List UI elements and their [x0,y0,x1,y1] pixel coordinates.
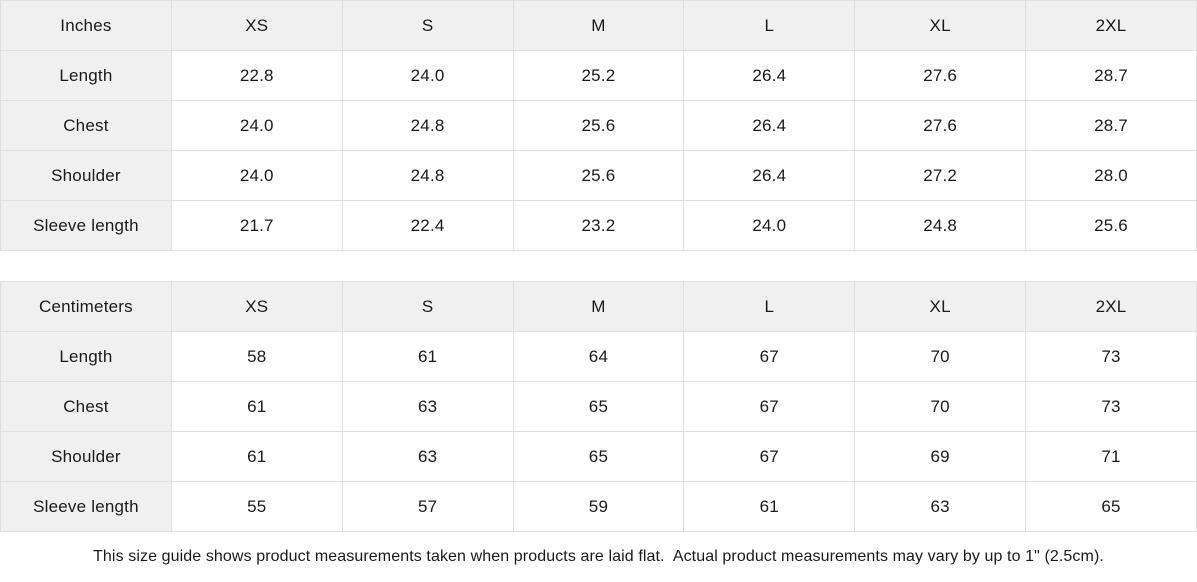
measurement-value-cell: 27.6 [854,50,1027,101]
size-header-cell: L [683,0,856,51]
measurement-value-cell: 22.8 [170,50,343,101]
measurement-value-cell: 27.2 [854,150,1027,201]
measurement-label-cell: Chest [0,381,172,432]
table-row: Sleeve length 55 57 59 61 63 65 [0,481,1197,532]
measurement-label-cell: Length [0,331,172,382]
size-header-cell: M [512,281,685,332]
measurement-label-cell: Sleeve length [0,481,172,532]
measurement-value-cell: 61 [341,331,514,382]
size-header-cell: 2XL [1025,0,1197,51]
measurement-value-cell: 59 [512,481,685,532]
unit-header-cell: Centimeters [0,281,172,332]
measurement-value-cell: 71 [1025,431,1197,482]
measurement-value-cell: 24.0 [170,100,343,151]
measurement-value-cell: 26.4 [683,50,856,101]
measurement-value-cell: 25.6 [1025,200,1197,251]
measurement-value-cell: 55 [170,481,343,532]
measurement-value-cell: 63 [341,431,514,482]
measurement-value-cell: 73 [1025,331,1197,382]
measurement-value-cell: 24.0 [170,150,343,201]
measurement-value-cell: 64 [512,331,685,382]
measurement-value-cell: 24.8 [854,200,1027,251]
unit-header-cell: Inches [0,0,172,51]
measurement-value-cell: 28.7 [1025,50,1197,101]
size-table-centimeters: Centimeters XS S M L XL 2XL Length 58 61… [0,281,1197,532]
size-header-cell: S [341,0,514,51]
measurement-label-cell: Shoulder [0,150,172,201]
measurement-value-cell: 61 [170,431,343,482]
measurement-value-cell: 26.4 [683,100,856,151]
measurement-value-cell: 57 [341,481,514,532]
table-row: Shoulder 24.0 24.8 25.6 26.4 27.2 28.0 [0,150,1197,201]
measurement-value-cell: 70 [854,381,1027,432]
measurement-value-cell: 65 [512,431,685,482]
table-row: Chest 24.0 24.8 25.6 26.4 27.6 28.7 [0,100,1197,151]
measurement-value-cell: 61 [170,381,343,432]
measurement-value-cell: 24.0 [341,50,514,101]
measurement-value-cell: 24.0 [683,200,856,251]
measurement-value-cell: 22.4 [341,200,514,251]
table-row: Chest 61 63 65 67 70 73 [0,381,1197,432]
measurement-value-cell: 67 [683,431,856,482]
table-header-row: Centimeters XS S M L XL 2XL [0,281,1197,332]
size-header-cell: M [512,0,685,51]
size-header-cell: XS [170,281,343,332]
measurement-value-cell: 67 [683,331,856,382]
size-header-cell: XL [854,0,1027,51]
measurement-value-cell: 25.6 [512,100,685,151]
measurement-value-cell: 63 [341,381,514,432]
measurement-value-cell: 61 [683,481,856,532]
measurement-value-cell: 25.6 [512,150,685,201]
size-header-cell: XS [170,0,343,51]
size-guide-note: This size guide shows product measuremen… [93,548,1104,565]
measurement-label-cell: Shoulder [0,431,172,482]
size-header-cell: XL [854,281,1027,332]
measurement-value-cell: 63 [854,481,1027,532]
table-gap-spacer [0,251,1197,281]
measurement-value-cell: 69 [854,431,1027,482]
measurement-value-cell: 25.2 [512,50,685,101]
table-row: Shoulder 61 63 65 67 69 71 [0,431,1197,482]
measurement-value-cell: 23.2 [512,200,685,251]
measurement-value-cell: 21.7 [170,200,343,251]
measurement-value-cell: 24.8 [341,150,514,201]
measurement-value-cell: 28.0 [1025,150,1197,201]
table-row: Length 22.8 24.0 25.2 26.4 27.6 28.7 [0,50,1197,101]
table-row: Length 58 61 64 67 70 73 [0,331,1197,382]
size-table-inches: Inches XS S M L XL 2XL Length 22.8 24.0 … [0,0,1197,251]
measurement-value-cell: 67 [683,381,856,432]
measurement-value-cell: 73 [1025,381,1197,432]
table-row: Sleeve length 21.7 22.4 23.2 24.0 24.8 2… [0,200,1197,251]
measurement-value-cell: 28.7 [1025,100,1197,151]
measurement-value-cell: 70 [854,331,1027,382]
table-header-row: Inches XS S M L XL 2XL [0,0,1197,51]
measurement-value-cell: 58 [170,331,343,382]
measurement-value-cell: 65 [1025,481,1197,532]
measurement-value-cell: 65 [512,381,685,432]
size-header-cell: S [341,281,514,332]
size-header-cell: L [683,281,856,332]
measurement-value-cell: 26.4 [683,150,856,201]
measurement-value-cell: 24.8 [341,100,514,151]
size-header-cell: 2XL [1025,281,1197,332]
measurement-label-cell: Length [0,50,172,101]
size-guide-footer: This size guide shows product measuremen… [0,532,1197,582]
measurement-label-cell: Chest [0,100,172,151]
measurement-label-cell: Sleeve length [0,200,172,251]
measurement-value-cell: 27.6 [854,100,1027,151]
